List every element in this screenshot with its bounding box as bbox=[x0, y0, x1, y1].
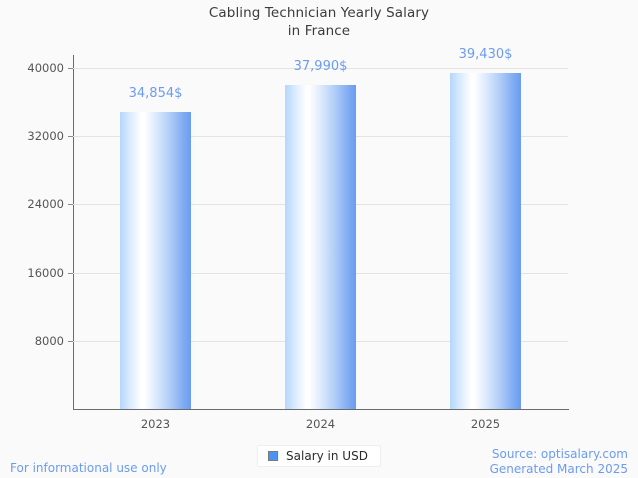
x-axis-line bbox=[73, 409, 569, 410]
bar-2025[interactable] bbox=[450, 72, 521, 409]
y-axis-tick-label: 16000 bbox=[27, 265, 64, 280]
y-axis-tick-label: 8000 bbox=[34, 333, 64, 348]
x-axis-tick-label-2023: 2023 bbox=[140, 417, 171, 431]
plot-area bbox=[68, 55, 568, 409]
legend-swatch-icon bbox=[268, 451, 279, 461]
chart-title: Cabling Technician Yearly Salary in Fran… bbox=[0, 4, 638, 40]
bar-2024[interactable] bbox=[285, 84, 356, 409]
chart-legend[interactable]: Salary in USD bbox=[257, 445, 381, 467]
y-axis-tick-label: 40000 bbox=[27, 60, 64, 75]
chart-title-line-2: in France bbox=[287, 23, 351, 39]
chart-title-line-1: Cabling Technician Yearly Salary bbox=[208, 5, 430, 21]
y-axis-tick-label: 24000 bbox=[27, 197, 64, 212]
bar-value-label-2024: 37,990$ bbox=[293, 58, 348, 74]
y-axis-tick-mark bbox=[68, 136, 73, 138]
bar-value-label-2025: 39,430$ bbox=[458, 46, 513, 62]
legend-item-label: Salary in USD bbox=[286, 449, 368, 463]
y-axis-tick-mark bbox=[68, 340, 73, 342]
gridline bbox=[73, 67, 568, 69]
footer-source-block: Source: optisalary.com Generated March 2… bbox=[490, 447, 628, 477]
x-axis-tick-label-2024: 2024 bbox=[305, 417, 336, 431]
footer-generated: Generated March 2025 bbox=[489, 462, 628, 476]
y-axis-tick-mark bbox=[68, 67, 73, 69]
y-axis-tick-mark bbox=[68, 204, 73, 206]
footer-disclaimer: For informational use only bbox=[10, 461, 167, 475]
y-axis-line bbox=[73, 55, 74, 410]
bar-value-label-2023: 34,854$ bbox=[128, 85, 183, 101]
bar-2023[interactable] bbox=[120, 111, 191, 409]
x-axis-tick-label-2025: 2025 bbox=[470, 417, 501, 431]
y-axis-tick-label: 32000 bbox=[27, 129, 64, 144]
footer-source: Source: optisalary.com bbox=[491, 447, 628, 461]
y-axis-tick-mark bbox=[68, 272, 73, 274]
